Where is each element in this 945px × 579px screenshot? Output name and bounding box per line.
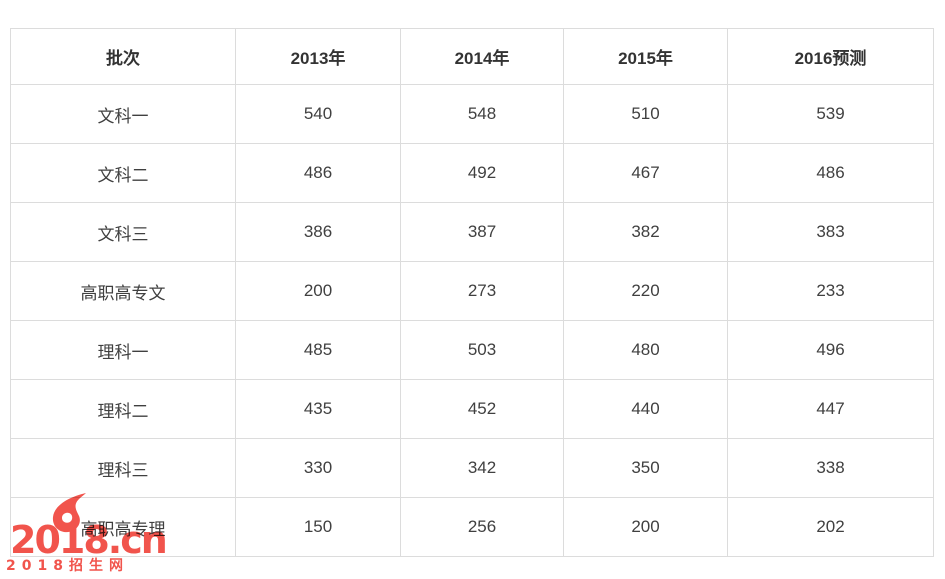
table-row: 文科三 386 387 382 383: [10, 202, 934, 262]
column-header-batch: 批次: [10, 28, 236, 85]
table-row: 理科二 435 452 440 447: [10, 379, 934, 439]
score-cell: 503: [400, 320, 564, 380]
score-cell: 486: [235, 143, 401, 203]
table-row: 理科三 330 342 350 338: [10, 438, 934, 498]
score-cell: 467: [563, 143, 728, 203]
row-label: 理科二: [10, 379, 236, 439]
score-cell: 440: [563, 379, 728, 439]
table-header-row: 批次 2013年 2014年 2015年 2016预测: [10, 28, 934, 85]
score-cell: 480: [563, 320, 728, 380]
score-cell: 256: [400, 497, 564, 557]
column-header-2014: 2014年: [400, 28, 564, 85]
score-cell: 383: [727, 202, 934, 262]
score-cell: 220: [563, 261, 728, 321]
score-cell: 548: [400, 84, 564, 144]
row-label: 高职高专理: [10, 497, 236, 557]
watermark-subtitle-text: 2018招生网: [6, 558, 129, 574]
score-cell: 486: [727, 143, 934, 203]
row-label: 文科一: [10, 84, 236, 144]
score-cell: 200: [235, 261, 401, 321]
table-row: 理科一 485 503 480 496: [10, 320, 934, 380]
score-cell: 386: [235, 202, 401, 262]
score-cell: 510: [563, 84, 728, 144]
score-cell: 485: [235, 320, 401, 380]
score-cell: 350: [563, 438, 728, 498]
score-cell: 338: [727, 438, 934, 498]
column-header-2013: 2013年: [235, 28, 401, 85]
score-cell: 539: [727, 84, 934, 144]
score-cell: 452: [400, 379, 564, 439]
table-row: 高职高专理 150 256 200 202: [10, 497, 934, 557]
row-label: 高职高专文: [10, 261, 236, 321]
score-cell: 273: [400, 261, 564, 321]
row-label: 文科二: [10, 143, 236, 203]
score-cell: 330: [235, 438, 401, 498]
table-row: 文科二 486 492 467 486: [10, 143, 934, 203]
score-cell: 387: [400, 202, 564, 262]
score-cell: 202: [727, 497, 934, 557]
score-cell: 492: [400, 143, 564, 203]
score-cell: 233: [727, 261, 934, 321]
table-row: 文科一 540 548 510 539: [10, 84, 934, 144]
row-label: 理科一: [10, 320, 236, 380]
score-cell: 435: [235, 379, 401, 439]
score-cell: 200: [563, 497, 728, 557]
column-header-2016-forecast: 2016预测: [727, 28, 934, 85]
score-cell: 447: [727, 379, 934, 439]
score-table: 批次 2013年 2014年 2015年 2016预测 文科一 540 548 …: [10, 28, 934, 557]
score-cell: 342: [400, 438, 564, 498]
score-cell: 382: [563, 202, 728, 262]
table-row: 高职高专文 200 273 220 233: [10, 261, 934, 321]
score-cell: 496: [727, 320, 934, 380]
row-label: 理科三: [10, 438, 236, 498]
row-label: 文科三: [10, 202, 236, 262]
column-header-2015: 2015年: [563, 28, 728, 85]
score-cell: 150: [235, 497, 401, 557]
score-cell: 540: [235, 84, 401, 144]
